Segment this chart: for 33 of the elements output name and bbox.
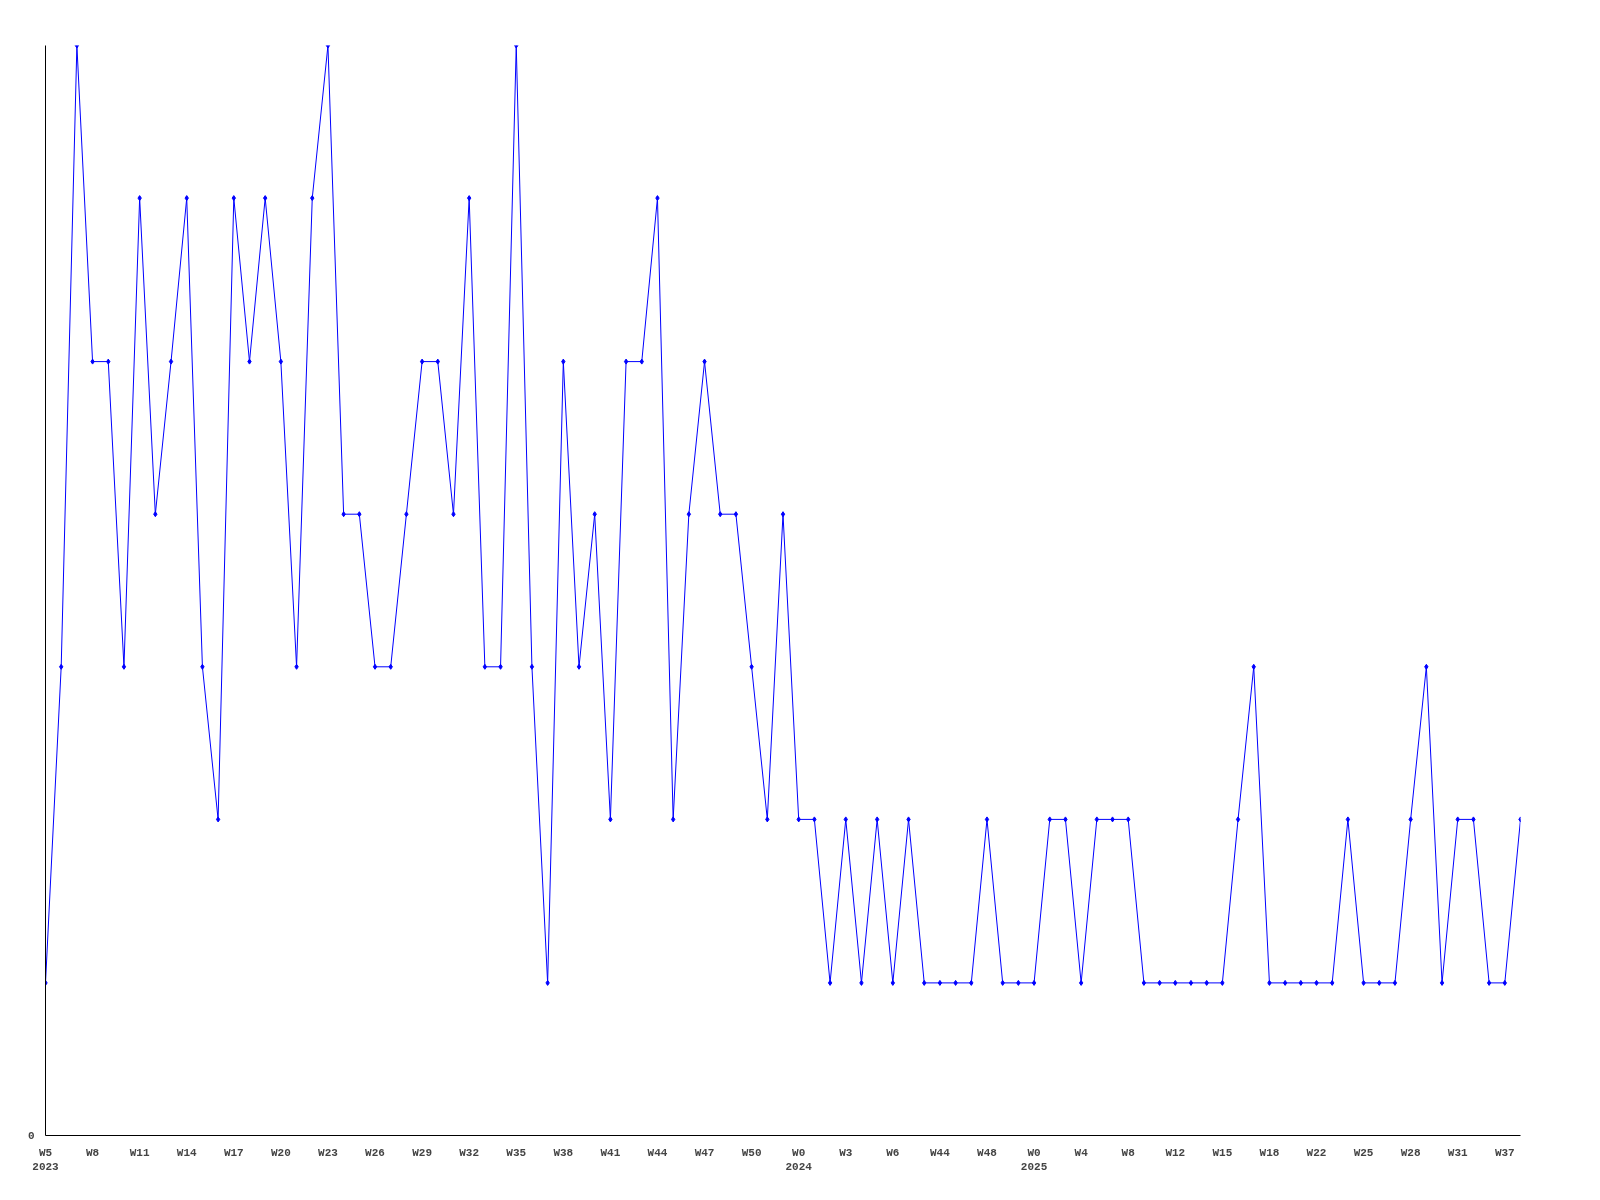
x-tick-label: W3 (839, 1146, 853, 1159)
x-tick-label: W25 (1353, 1146, 1374, 1159)
text: 0 (27, 1130, 35, 1142)
x-tick-label: W8 (85, 1146, 100, 1159)
x-tick-label: W18 (1259, 1146, 1280, 1159)
x-tick-label: W0 2024 (785, 1146, 813, 1173)
x-tick-label: W38 (553, 1146, 574, 1159)
x-tick-label: W12 (1165, 1146, 1186, 1159)
x-tick-label: W5 2023 (32, 1146, 60, 1173)
x-tick-label: W41 (600, 1146, 621, 1159)
x-tick-label: W29 (412, 1146, 433, 1159)
x-tick-label: W37 (1494, 1146, 1515, 1159)
x-tick-label: W44 (647, 1146, 668, 1159)
x-tick-label: W26 (365, 1146, 385, 1159)
x-tick-label: W35 (506, 1146, 527, 1159)
x-tick-label: W14 (176, 1146, 198, 1159)
x-tick-label: W8 (1121, 1146, 1136, 1159)
x-tick-label: W50 (741, 1146, 762, 1159)
x-tick-label: W0 2025 (1020, 1146, 1048, 1173)
x-tick-label: W31 (1447, 1146, 1469, 1159)
x-tick-label: W15 (1212, 1146, 1233, 1159)
x-tick-label: W22 (1306, 1146, 1327, 1159)
x-tick-label: W28 (1400, 1146, 1421, 1159)
x-tick-label: W44 (930, 1146, 951, 1159)
x-tick-label: W23 (318, 1146, 339, 1159)
x-tick-label: W32 (459, 1146, 480, 1159)
x-tick-label: W17 (223, 1146, 244, 1159)
x-tick-label: W4 (1074, 1146, 1089, 1159)
x-tick-label: W48 (977, 1146, 998, 1159)
x-tick-label: W6 (886, 1146, 900, 1159)
x-tick-label: W20 (270, 1146, 291, 1159)
x-tick-label: W47 (694, 1146, 715, 1159)
x-tick-label: W11 (129, 1146, 150, 1159)
